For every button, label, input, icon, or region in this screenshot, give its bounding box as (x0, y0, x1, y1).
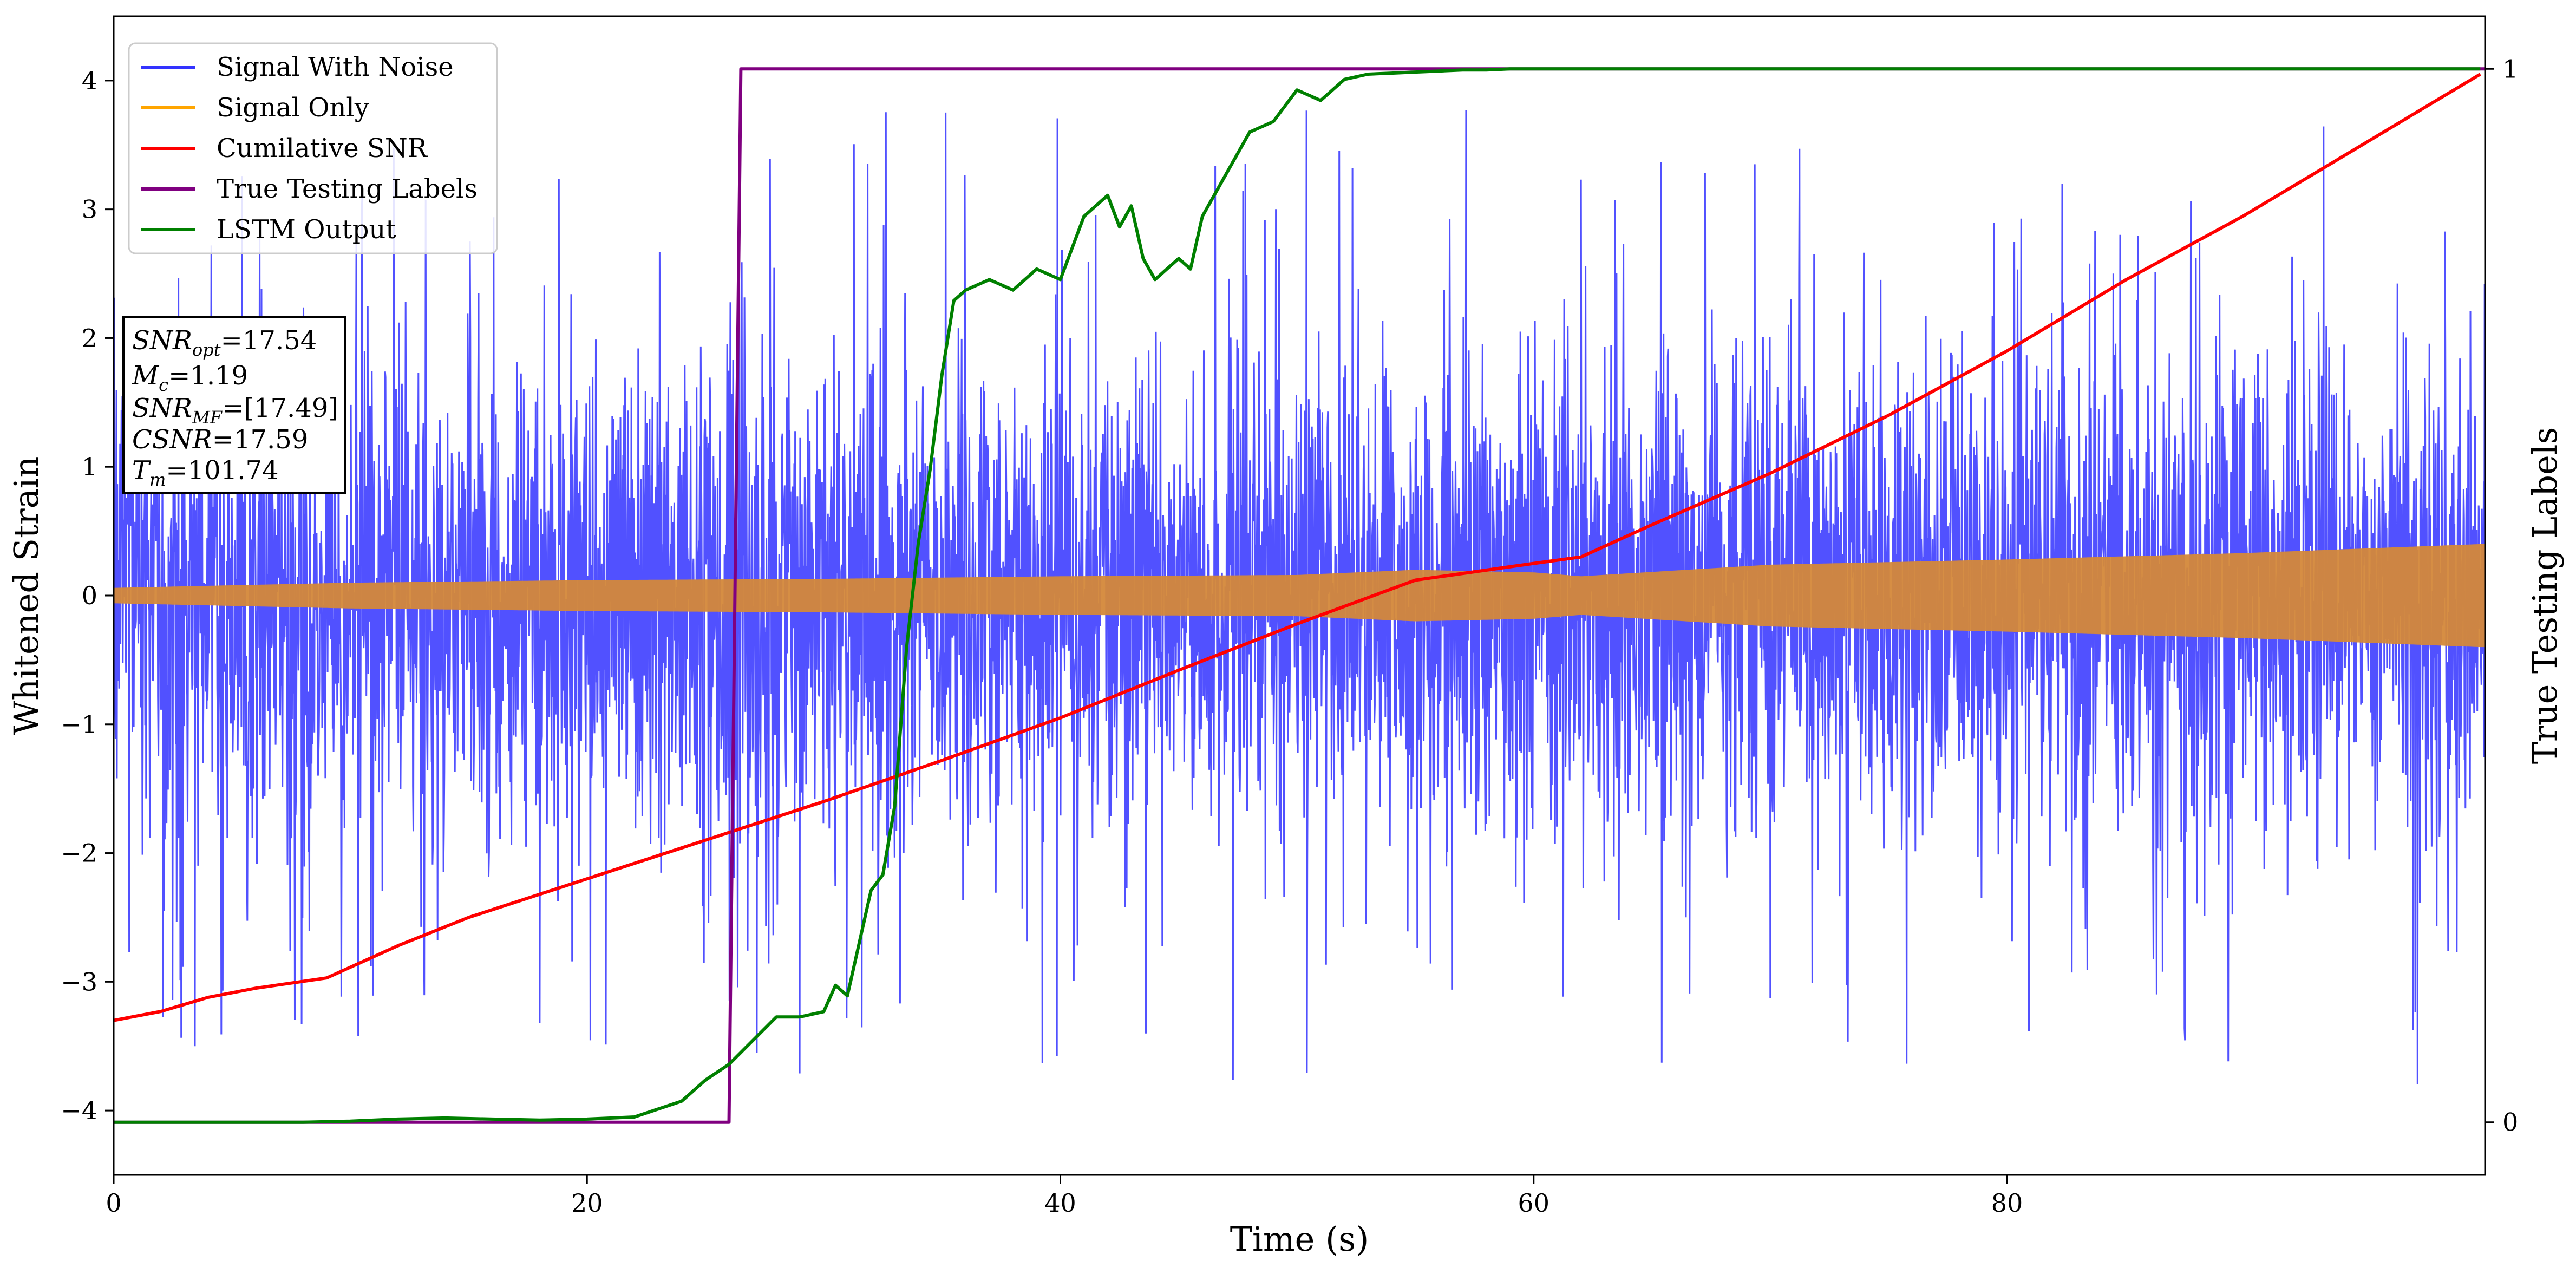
series-signal-only (114, 544, 2485, 648)
y-tick-label: 0 (82, 581, 97, 610)
x-axis-label: Time (s) (1230, 1219, 1369, 1259)
y-ticks-right: 01 (2485, 54, 2518, 1137)
stat-csnr: CSNR=17.59 (132, 424, 308, 455)
stat-chirp-mass: Mc=1.19 (132, 361, 248, 395)
stat-snr-opt: SNRopt=17.54 (132, 325, 317, 360)
y-tick-label: −3 (61, 967, 97, 996)
stats-annotation-box (122, 316, 346, 494)
y-right-tick-label: 0 (2502, 1108, 2518, 1137)
y-ticks-left: −4 −3 −2 −1 0 1 2 3 4 (61, 66, 114, 1125)
legend-label: Cumilative SNR (217, 133, 428, 164)
y-tick-label: −4 (61, 1096, 97, 1125)
y-tick-label: 4 (82, 66, 97, 95)
legend-label: Signal With Noise (217, 52, 454, 82)
legend-box (128, 42, 498, 254)
x-tick-label: 0 (106, 1188, 121, 1218)
stat-t-merger: Tm=101.74 (132, 455, 279, 490)
series-lstm-output (114, 67, 2481, 1124)
y-axis-label-right: True Testing Labels (2525, 427, 2565, 765)
y-right-tick-label: 1 (2502, 54, 2518, 83)
stats-annotation: SNRopt=17.54 Mc=1.19 SNRMF=[17.49] CSNR=… (122, 316, 346, 494)
series-signal-with-noise (114, 110, 2485, 1084)
legend: Signal With Noise Signal Only Cumilative S… (128, 42, 498, 254)
legend-label: LSTM Output (217, 214, 396, 245)
y-tick-label: 3 (82, 195, 97, 224)
series-cumulative-snr (114, 73, 2481, 1022)
y-tick-label: 2 (82, 323, 97, 352)
y-axis-label-left: Whitened Strain (6, 456, 46, 735)
legend-label: Signal Only (217, 93, 369, 123)
x-tick-label: 20 (571, 1188, 603, 1218)
x-ticks: 0 20 40 60 80 (106, 1175, 2023, 1218)
y-tick-label: −1 (61, 710, 97, 739)
x-tick-label: 40 (1044, 1188, 1076, 1218)
y-tick-label: 1 (82, 452, 97, 481)
stat-snr-mf: SNRMF=[17.49] (132, 393, 338, 428)
x-tick-label: 60 (1518, 1188, 1549, 1218)
x-tick-label: 80 (1991, 1188, 2023, 1218)
legend-label: True Testing Labels (217, 174, 478, 204)
series-layer (114, 67, 2485, 1124)
y-tick-label: −2 (61, 839, 97, 868)
